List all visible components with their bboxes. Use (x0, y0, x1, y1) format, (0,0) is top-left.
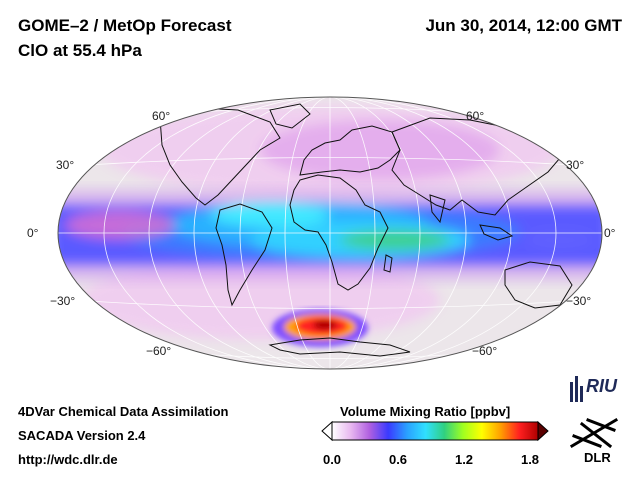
africa-coast (289, 174, 389, 291)
riu-logo-label: RIU (586, 376, 617, 396)
lat-label-60n-left: 60° (152, 109, 171, 123)
colorbar-gradient (331, 421, 539, 441)
lat-label-30s-right: −30° (566, 294, 592, 308)
riu-logo-icon (570, 376, 583, 402)
colorbar-under-arrow (321, 420, 333, 442)
lat-label-eq-left: 0° (27, 226, 39, 240)
colorbar-tick-label: 1.2 (454, 452, 474, 467)
colorbar (321, 420, 549, 442)
north-america-coast (159, 107, 281, 206)
lat-label-30s-left: −30° (50, 294, 76, 308)
graticule (58, 97, 602, 369)
antarctica-coast (268, 337, 411, 357)
forecast-datetime: Jun 30, 2014, 12:00 GMT (425, 16, 622, 35)
lat-label-60s-left: −60° (146, 344, 172, 358)
dlr-logo-label: DLR (584, 450, 611, 465)
colorbar-tick-label: 1.8 (520, 452, 540, 467)
lat-label-60s-right: −60° (472, 344, 498, 358)
dlr-logo-icon (569, 417, 619, 449)
colorbar-over-arrow (537, 420, 549, 442)
species-level-title: ClO at 55.4 hPa (18, 41, 142, 60)
footer-assimilation-label: 4DVar Chemical Data Assimilation (18, 404, 229, 419)
colorbar-tick-label: 0.0 (322, 452, 342, 467)
map-canvas (57, 96, 603, 370)
coastlines (159, 103, 573, 357)
south-america-coast (215, 203, 273, 307)
footer-version-label: SACADA Version 2.4 (18, 428, 146, 443)
colorbar-title: Volume Mixing Ratio [ppbv] (340, 404, 511, 419)
lat-label-60n-right: 60° (466, 109, 485, 123)
australia-coast (504, 261, 573, 309)
footer-url-link[interactable]: http://wdc.dlr.de (18, 452, 118, 467)
lat-label-eq-right: 0° (604, 226, 616, 240)
lat-label-30n-right: 30° (566, 158, 585, 172)
lat-label-30n-left: 30° (56, 158, 75, 172)
colorbar-tick-label: 0.6 (388, 452, 408, 467)
clo-polar-hotspot (272, 309, 368, 347)
product-title: GOME–2 / MetOp Forecast (18, 16, 232, 35)
